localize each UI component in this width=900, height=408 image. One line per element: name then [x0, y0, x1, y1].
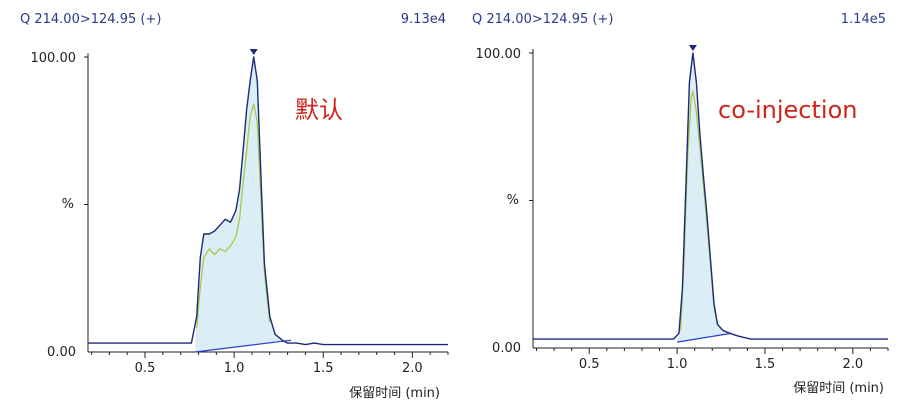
- panel-annotation: co-injection: [718, 96, 857, 124]
- y-tick-label-bottom: 0.00: [492, 341, 521, 356]
- peak-marker-icon: [688, 45, 697, 51]
- panel-title: Q 214.00>124.95 (+): [472, 12, 613, 27]
- x-tick-label: 1.0: [667, 357, 688, 372]
- chromatogram-panel-coinjection: Q 214.00>124.95 (+) 1.14e5 0.5 1.0 1.5 2.0 100…: [472, 12, 889, 396]
- y-tick-label-top: 100.00: [476, 47, 522, 62]
- y-tick-label-top: 100.00: [31, 51, 77, 66]
- x-tick-label: 1.5: [755, 357, 776, 372]
- panel-annotation: 默认: [295, 96, 343, 124]
- x-tick-label: 2.0: [843, 357, 864, 372]
- series-line-secondary: [196, 103, 271, 329]
- x-tick-label: 0.5: [135, 361, 156, 376]
- panel-title: Q 214.00>124.95 (+): [20, 12, 161, 27]
- x-tick-label: 1.5: [313, 361, 334, 376]
- chromatogram-panel-default: Q 214.00>124.95 (+) 9.13e4 0.5 1.0 1.5 2.0 100…: [20, 12, 449, 401]
- series-line-main: [533, 52, 888, 340]
- x-tick-label: 0.5: [579, 357, 600, 372]
- x-axis-label: 保留时间 (min): [793, 381, 884, 396]
- y-axis-label: %: [62, 197, 74, 212]
- y-tick-label-bottom: 0.00: [47, 345, 76, 360]
- x-tick-label: 1.0: [224, 361, 245, 376]
- x-axis-label: 保留时间 (min): [349, 386, 440, 401]
- intensity-label: 1.14e5: [841, 12, 886, 27]
- intensity-label: 9.13e4: [401, 12, 446, 27]
- series-line-main: [88, 56, 448, 346]
- integration-baseline: [194, 339, 292, 353]
- peak-area-fill: [194, 57, 292, 352]
- y-axis-label: %: [507, 193, 519, 208]
- integration-baseline: [677, 332, 732, 343]
- x-tick-label: 2.0: [402, 361, 423, 376]
- peak-marker-icon: [249, 49, 258, 55]
